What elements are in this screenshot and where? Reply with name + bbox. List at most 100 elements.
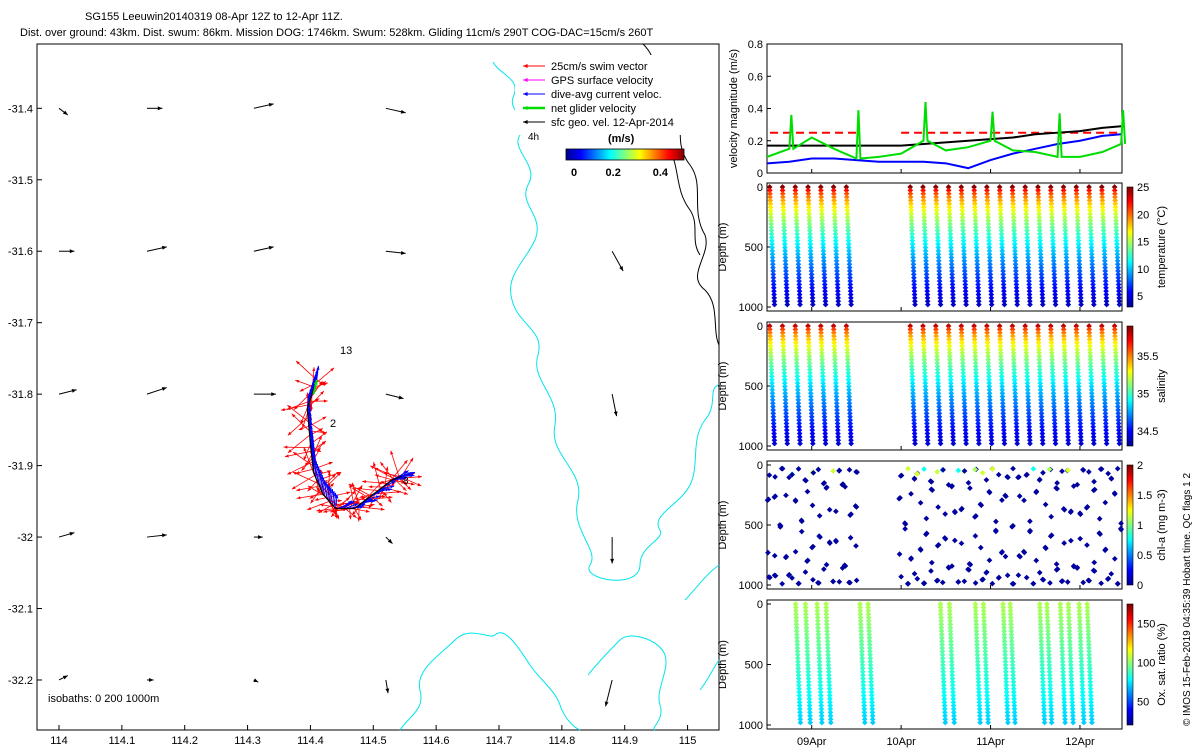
profile-point: [934, 224, 941, 231]
profile-point: [1115, 268, 1121, 274]
profile-point: [974, 271, 981, 278]
profile-point: [1000, 271, 1007, 278]
profile-point: [997, 194, 1003, 200]
profile-point: [816, 645, 822, 651]
profile-point: [949, 271, 955, 278]
profile-point: [1115, 417, 1122, 423]
profile-point: [807, 716, 813, 723]
profile-point: [984, 200, 991, 207]
profile-point: [1012, 244, 1018, 251]
profile-point: [1038, 407, 1045, 413]
profile-point: [793, 624, 800, 631]
profile-point: [830, 326, 837, 333]
profile-point: [1024, 241, 1031, 247]
profile-point: [920, 187, 926, 194]
profile-point: [814, 618, 821, 624]
profile-point: [1047, 682, 1054, 689]
profile-point: [1024, 387, 1031, 393]
profile-point: [1011, 702, 1018, 709]
current-vector-head: [317, 469, 322, 474]
profile-point: [1063, 393, 1070, 400]
profile-point: [974, 274, 981, 281]
profile-point: [1013, 291, 1020, 298]
profile-point: [794, 380, 801, 386]
profile-point: [940, 672, 947, 678]
profile-point: [999, 380, 1005, 386]
profile-point: [796, 274, 802, 281]
profile-point: [935, 393, 942, 400]
profile-point: [999, 258, 1006, 264]
profile-point: [1088, 227, 1094, 234]
profile-point: [796, 295, 803, 301]
profile-point: [865, 611, 872, 617]
profile-point: [822, 284, 828, 291]
profile-point: [998, 373, 1005, 380]
profile-point: [998, 366, 1005, 373]
profile-point: [1023, 224, 1030, 231]
profile-point: [973, 380, 980, 386]
profile-point: [1013, 430, 1020, 437]
swim-vector: [284, 450, 312, 458]
profile-point: [907, 190, 914, 197]
profile-point: [974, 393, 980, 400]
profile-point: [1086, 333, 1093, 339]
profile-point: [823, 607, 830, 614]
profile-point: [1103, 291, 1110, 298]
profile-point: [827, 716, 834, 723]
profile-point: [819, 231, 826, 237]
profile-point: [1111, 187, 1118, 194]
profile-point: [1077, 417, 1083, 423]
profile-point: [971, 187, 978, 194]
profile-point: [984, 685, 990, 692]
profile-point: [804, 645, 811, 651]
profile-point: [1024, 244, 1031, 251]
profile-point: [1068, 685, 1075, 692]
profile-point: [1024, 231, 1030, 237]
profile-point: [1059, 658, 1066, 665]
profile-point: [1063, 261, 1070, 268]
profile-point: [793, 200, 799, 207]
colorbar-tick-label: 1.5: [1137, 490, 1152, 502]
profile-point: [933, 326, 939, 333]
profile-point: [767, 339, 774, 346]
current-vector-head: [321, 477, 325, 482]
profile-point: [793, 614, 799, 621]
profile-point: [1012, 387, 1018, 393]
profile-point: [1067, 641, 1073, 648]
colorbar-tick-label: 34.5: [1137, 426, 1158, 438]
profile-ylabel: Depth (m): [717, 501, 729, 550]
profile-point: [1100, 231, 1107, 237]
profile-point: [848, 437, 854, 444]
profile-point: [1000, 407, 1006, 413]
profile-point: [908, 204, 914, 210]
profile-point: [769, 251, 776, 258]
profile-point: [1089, 258, 1095, 264]
profile-point: [1024, 383, 1031, 390]
profile-point: [808, 397, 814, 403]
profile-point: [972, 607, 979, 614]
profile-point: [833, 400, 840, 407]
profile-point: [1074, 350, 1081, 356]
profile-point: [933, 329, 939, 336]
profile-point: [1038, 631, 1044, 638]
profile-point: [1011, 699, 1018, 706]
profile-point: [958, 540, 965, 547]
profile-point: [921, 224, 928, 231]
profile-point: [983, 665, 989, 672]
profile-point: [1089, 413, 1096, 420]
swim-vector: [316, 471, 341, 482]
profile-point: [984, 329, 990, 336]
profile-point: [1069, 699, 1076, 706]
glider-track-line: [306, 379, 402, 510]
profile-point: [924, 434, 931, 440]
profile-point: [806, 685, 812, 692]
profile-point: [769, 397, 776, 403]
profile-point: [831, 204, 838, 210]
profile-point: [869, 716, 876, 723]
profile-point: [1103, 298, 1110, 305]
profile-point: [985, 356, 992, 363]
profile-point: [973, 227, 979, 234]
profile-point: [1047, 580, 1053, 586]
profile-point: [831, 353, 838, 360]
